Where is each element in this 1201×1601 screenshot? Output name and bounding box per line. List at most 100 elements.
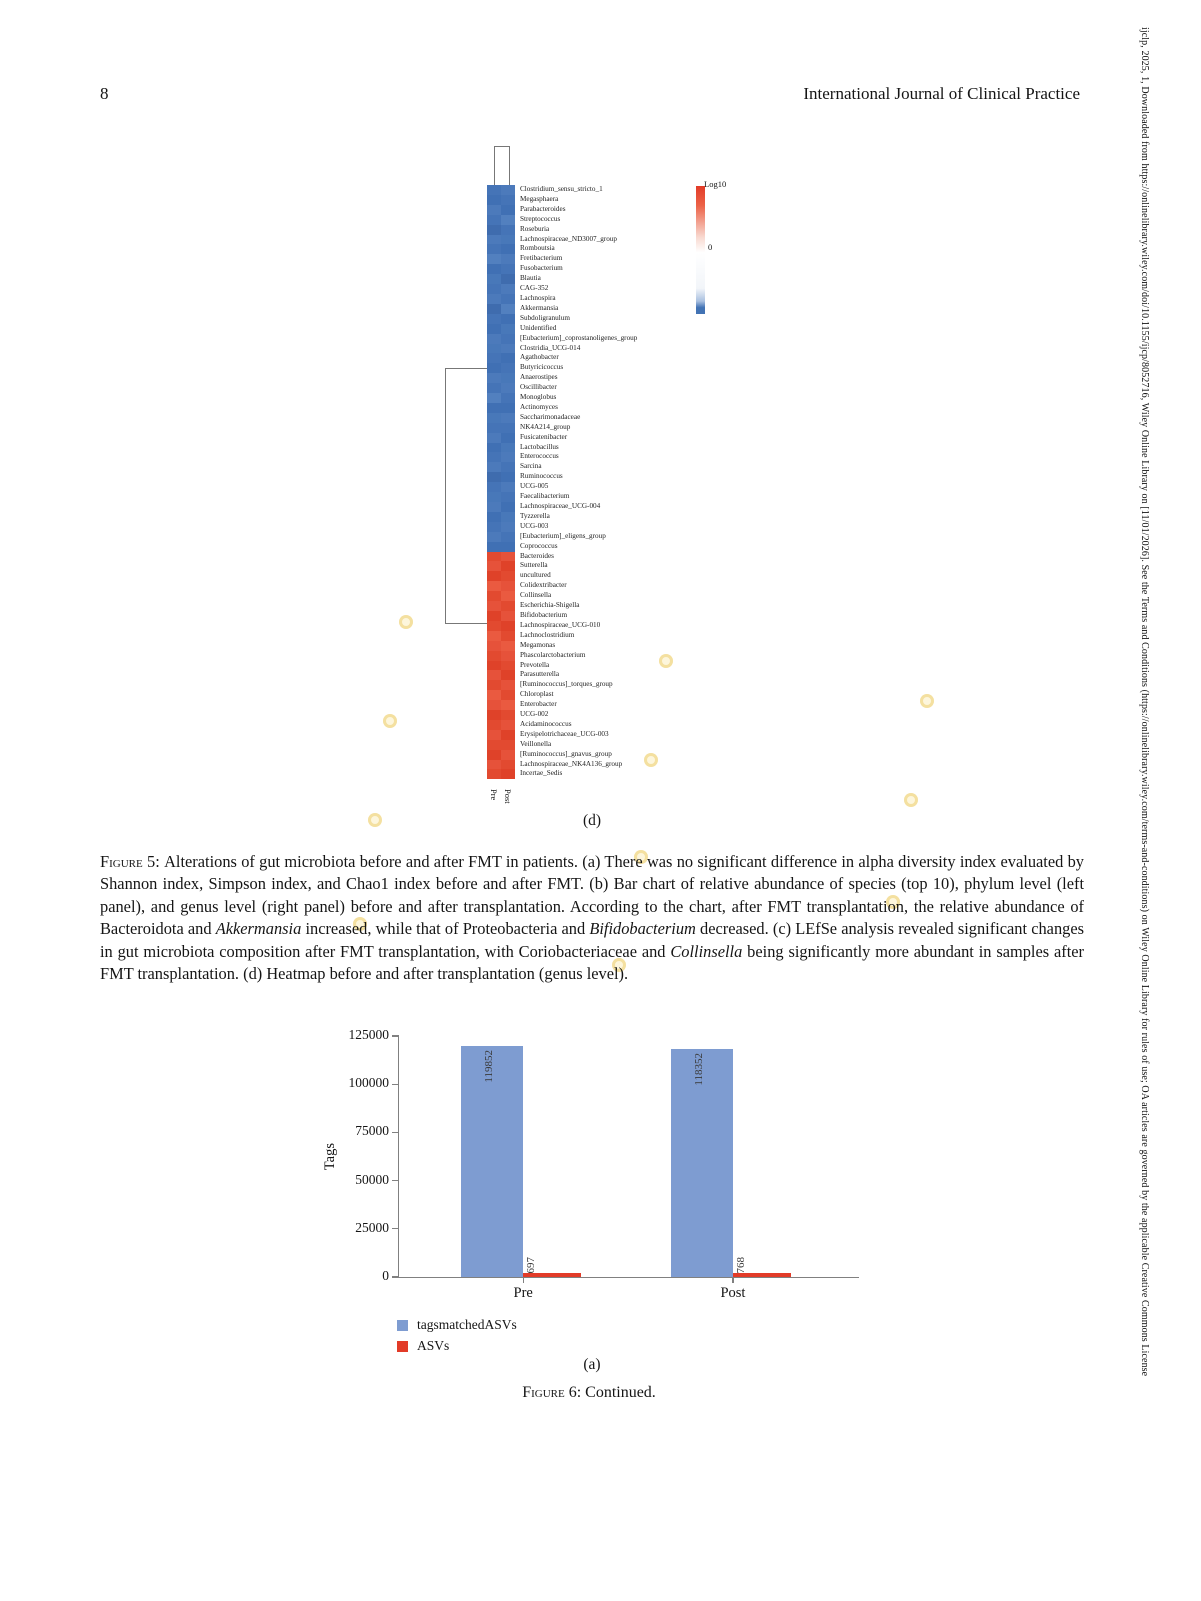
heatmap-cell-post	[501, 462, 515, 473]
bar-value-label: 697	[525, 1257, 538, 1274]
heatmap-row: Lachnospiraceae_NK4A136_group	[487, 759, 637, 770]
heatmap-cell-post	[501, 204, 515, 215]
heatmap-cell-pre	[487, 759, 501, 770]
heatmap-cell-pre	[487, 680, 501, 691]
heatmap-cell-post	[501, 323, 515, 334]
heatmap-row: Bifidobacterium	[487, 610, 637, 621]
y-tick-mark	[392, 1179, 399, 1182]
heatmap-row-label: Tyzzerella	[520, 511, 550, 520]
heatmap-row-label: NK4A214_group	[520, 422, 571, 431]
heatmap-cell-post	[501, 482, 515, 493]
heatmap-row: Saccharimonadaceae	[487, 412, 637, 423]
heatmap-cell-pre	[487, 601, 501, 611]
heatmap-cell-pre	[487, 610, 501, 621]
y-tick-mark	[392, 1035, 399, 1037]
heatmap-row-label: Chloroplast	[520, 690, 554, 699]
heatmap-row-label: Incertae_Sedis	[520, 769, 563, 778]
heatmap-cell-pre	[487, 244, 501, 255]
heatmap-row: [Eubacterium]_eligens_group	[487, 531, 637, 542]
heatmap-cell-pre	[487, 412, 501, 423]
heatmap-cell-pre	[487, 541, 501, 552]
heatmap-cell-pre	[487, 719, 501, 730]
heatmap-cell-pre	[487, 194, 501, 205]
heatmap-row: Blautia	[487, 274, 637, 285]
heatmap-cell-pre	[487, 234, 501, 245]
heatmap-row-label: Lachnospiraceae_ND3007_group	[520, 234, 617, 243]
heatmap-cell-pre	[487, 402, 501, 413]
heatmap-row: Anaerostipes	[487, 373, 637, 384]
heatmap-cell-pre	[487, 204, 501, 215]
heatmap-row-label: Roseburia	[520, 224, 550, 233]
heatmap-cell-pre	[487, 492, 501, 502]
heatmap-cell-pre	[487, 571, 501, 582]
heatmap-row-label: Oscillibacter	[520, 383, 557, 392]
heatmap-row: Incertae_Sedis	[487, 769, 637, 780]
heatmap-legend-zero-label: 0	[708, 242, 713, 252]
heatmap-cell-pre	[487, 502, 501, 512]
heatmap-cell-post	[501, 769, 515, 780]
heatmap-cell-post	[501, 214, 515, 225]
heatmap-row: NK4A214_group	[487, 422, 637, 433]
heatmap-cell-pre	[487, 393, 501, 403]
heatmap-cell-post	[501, 284, 515, 294]
y-tick-label: 0	[382, 1268, 389, 1283]
heatmap-row: Monoglobus	[487, 393, 637, 403]
heatmap-row-label: Faecalibacterium	[520, 492, 570, 501]
heatmap-row: Sarcina	[487, 462, 637, 473]
heatmap-cell-post	[501, 363, 515, 374]
heatmap-row-label: Escherichia-Shigella	[520, 601, 580, 610]
heatmap-cell-post	[501, 234, 515, 245]
heatmap-row: Oscillibacter	[487, 383, 637, 394]
heatmap-row: Parasutterella	[487, 670, 637, 681]
heatmap-row: Actinomyces	[487, 402, 637, 413]
heatmap-cell-pre	[487, 343, 501, 354]
heatmap-row-label: Streptococcus	[520, 214, 561, 223]
heatmap-row: Acidaminococcus	[487, 719, 637, 730]
y-axis-label: Tags	[322, 1036, 339, 1277]
heatmap-row-label: CAG-352	[520, 284, 549, 293]
heatmap-row-label: [Ruminococcus]_torques_group	[520, 680, 613, 689]
caption-segment: Bifidobacterium	[589, 919, 696, 939]
heatmap-cell-post	[501, 620, 515, 631]
heatmap-cell-post	[501, 581, 515, 592]
heatmap-cell-pre	[487, 432, 501, 443]
legend-label: ASVs	[417, 1338, 450, 1353]
heatmap-cell-post	[501, 353, 515, 364]
heatmap-cell-post	[501, 561, 515, 572]
heatmap-row: Megasphaera	[487, 194, 637, 205]
heatmap-row: Escherichia-Shigella	[487, 601, 637, 611]
heatmap-row-label: UCG-002	[520, 710, 549, 719]
bar-tagsmatched-asvs	[461, 1045, 524, 1277]
heatmap-cell-post	[501, 402, 515, 413]
heatmap-row-label: Monoglobus	[520, 393, 557, 402]
heatmap-cell-pre	[487, 769, 501, 780]
highlight-dot	[399, 615, 413, 629]
y-tick-label: 50000	[355, 1171, 389, 1187]
heatmap-cell-post	[501, 759, 515, 770]
heatmap-cell-pre	[487, 620, 501, 631]
heatmap-row-label: Parabacteroides	[520, 204, 566, 213]
heatmap-cell-post	[501, 601, 515, 611]
heatmap-row: Colidextribacter	[487, 581, 637, 592]
heatmap-row: Ruminococcus	[487, 472, 637, 483]
heatmap-grid: Clostridium_sensu_stricto_1 Megasphaera Pa…	[487, 185, 637, 780]
heatmap-row-label: Sutterella	[520, 561, 548, 570]
heatmap-cell-pre	[487, 274, 501, 285]
heatmap-cell-post	[501, 452, 515, 463]
heatmap-cell-pre	[487, 323, 501, 334]
y-tick-label: 25000	[355, 1219, 389, 1235]
figure5-caption: Figure 5: Alterations of gut microbiota …	[100, 851, 1084, 985]
heatmap-cell-pre	[487, 254, 501, 265]
caption-segment: Figure 5:	[100, 852, 165, 871]
heatmap-cell-pre	[487, 185, 501, 195]
heatmap-cell-pre	[487, 650, 501, 661]
heatmap-cell-post	[501, 739, 515, 750]
heatmap-cell-pre	[487, 630, 501, 641]
bar-plot: 0 25000 50000 75000 100000 125000 119852 697 Pre…	[349, 1027, 859, 1301]
heatmap-row-label: Ruminococcus	[520, 472, 563, 481]
heatmap-row: Fretibacterium	[487, 254, 637, 265]
heatmap-row: CAG-352	[487, 284, 637, 294]
bar-asvs	[732, 1273, 791, 1277]
heatmap-row: Coprococcus	[487, 541, 637, 552]
heatmap-row: Lachnospiraceae_ND3007_group	[487, 234, 637, 245]
